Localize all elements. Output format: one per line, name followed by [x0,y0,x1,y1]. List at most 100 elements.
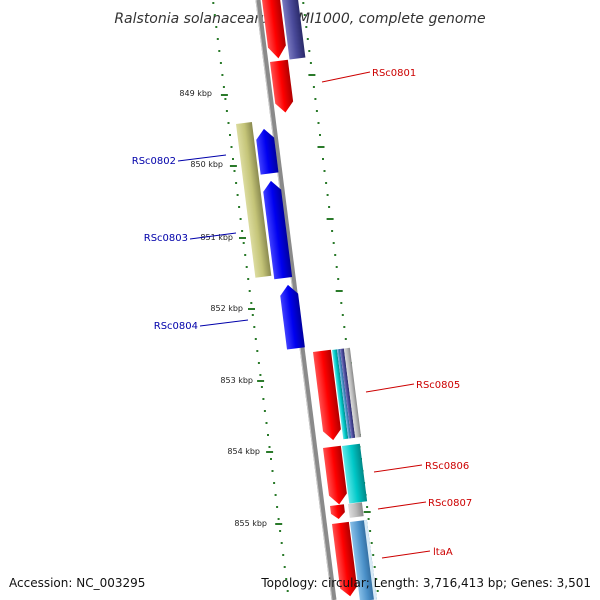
gene-label-rsc0807[interactable]: RSc0807 [428,498,472,509]
ring-dot [247,278,250,280]
gene-label-rsc0804[interactable]: RSc0804 [154,321,198,332]
ring-dot [251,314,254,316]
ring-dot [229,134,231,136]
gene-label-rsc0806[interactable]: RSc0806 [425,461,469,472]
feature-ltaa[interactable] [332,521,358,598]
ring-dot [276,506,279,508]
ring-dot [369,530,372,532]
ring-dot [277,518,280,520]
kbp-label: 852 kbp [210,304,243,313]
feature-rsc0805[interactable] [313,349,342,442]
ring-dot [233,170,236,172]
ring-major-tick [229,165,237,167]
accession-text: Accession: NC_003295 [9,576,145,590]
ring-dot [286,590,289,592]
feature-steelblue-band [350,519,377,600]
ring-dot [315,110,318,112]
ring-dot [314,98,317,100]
ring-dot [370,542,373,544]
ring-dot [340,302,343,304]
ring-major-tick [248,308,255,310]
ring-dot [257,362,260,364]
ring-major-tick [363,511,371,513]
feature-top-red[interactable] [260,0,288,60]
kbp-label: 853 kbp [220,376,253,385]
ring-dot [375,578,378,580]
ring-dot [224,98,227,100]
feature-rsc0803[interactable] [262,180,293,280]
ring-dot [302,2,305,4]
gene-label-rsc0803[interactable]: RSc0803 [144,233,188,244]
ring-dot [242,242,245,244]
ring-dot [303,14,306,16]
ring-dot [373,566,376,568]
ring-dot [376,590,379,592]
ring-major-tick [317,146,325,148]
ring-dot [337,278,340,280]
gene-label-ltaa[interactable]: ltaA [433,547,453,558]
kbp-label: 855 kbp [234,519,267,528]
feature-olive-band[interactable] [236,121,272,278]
ring-dot [309,62,312,64]
ring-dot [216,38,219,40]
ring-dot [263,410,266,412]
feature-top-purple[interactable] [280,0,306,60]
ring-dot [270,458,272,460]
ring-dot [245,266,248,268]
ring-dot [332,242,335,244]
ring-dot [256,350,259,352]
ring-dot [343,326,346,328]
ring-dot [215,26,218,28]
ring-dot [372,554,375,556]
ring-dot [260,386,263,388]
ring-major-tick [335,290,343,292]
ring-dot [285,578,288,580]
ring-dot [328,206,331,208]
feature-rsc0804[interactable] [279,284,305,350]
ring-dot [367,518,370,520]
feature-rsc0802[interactable] [255,128,279,175]
ring-dot [222,86,225,88]
ring-major-tick [257,380,265,382]
ring-dot [259,374,262,376]
feature-rsc0807[interactable] [330,504,346,520]
ring-major-tick [326,218,334,220]
dotted-ring-right [302,2,379,592]
gene-label-rsc0805[interactable]: RSc0805 [416,380,460,391]
ring-dot [274,494,277,496]
ring-dot [253,326,256,328]
ring-dot [334,254,337,256]
ring-dot [308,50,311,52]
kbp-label: 851 kbp [200,233,233,242]
ring-dot [239,218,242,220]
ring-dot [279,530,282,532]
kbp-label: 850 kbp [190,160,223,169]
ring-dot [213,14,216,16]
ring-dot [319,134,321,136]
ring-dot [344,338,347,340]
ring-major-tick [308,74,316,76]
feature-rsc0806[interactable] [323,445,348,506]
ring-dot [262,398,265,400]
dotted-ring-left [212,2,289,592]
gene-label-rsc0802[interactable]: RSc0802 [132,156,176,167]
ring-dot [230,146,233,148]
ring-dot [235,182,238,184]
ring-dot [366,506,369,508]
feature-cyan-band [342,443,368,504]
ring-dot [341,314,344,316]
feature-rsc0801[interactable] [270,59,294,114]
ring-dot [326,194,329,196]
feature-rsc0805-stripes [332,347,362,440]
ring-dot [282,554,285,556]
ring-dot [232,158,234,160]
ring-dot [265,422,268,424]
kbp-label: 849 kbp [179,89,212,98]
ring-dot [227,122,230,124]
ring-dot [323,170,326,172]
gene-label-rsc0801[interactable]: RSc0801 [372,68,416,79]
ring-dot [273,482,276,484]
ring-dot [331,230,334,232]
ring-dot [221,74,224,76]
ring-dot [248,290,251,292]
